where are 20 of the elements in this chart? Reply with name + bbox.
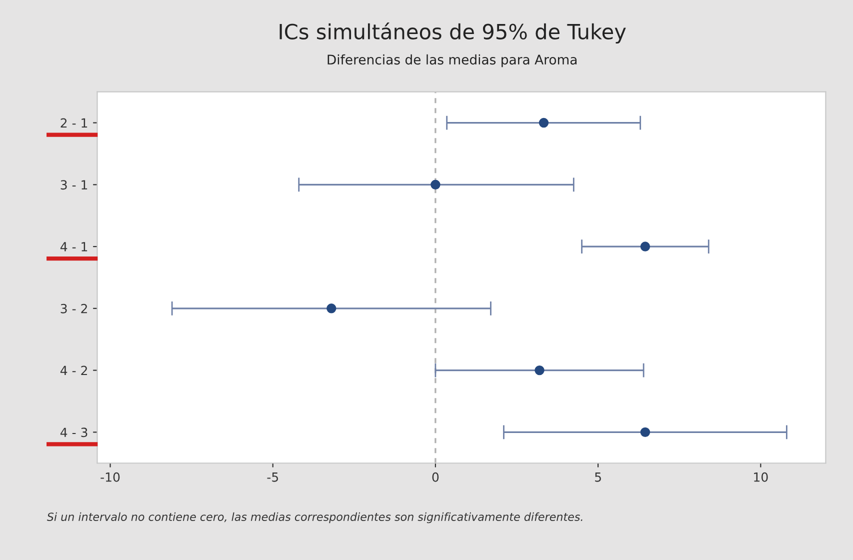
point xyxy=(538,118,549,128)
y-tick-label: 4 - 2 xyxy=(60,366,87,376)
point xyxy=(640,242,650,252)
x-tick-label: -10 xyxy=(100,472,120,482)
point xyxy=(640,427,650,438)
chart-subtitle: Diferencias de las medias para Aroma xyxy=(328,54,577,68)
y-tick-label: 3 - 2 xyxy=(60,304,87,314)
y-tick-label: 2 - 1 xyxy=(60,118,88,128)
y-tick-label: 4 - 3 xyxy=(60,428,88,438)
y-tick-label: 4 - 1 xyxy=(60,242,88,252)
y-tick-label: 3 - 1 xyxy=(60,180,88,190)
chart-title: ICs simultáneos de 95% de Tukey xyxy=(280,22,626,44)
x-tick-label: 5 xyxy=(595,472,601,482)
x-tick-label: -5 xyxy=(267,472,278,482)
point xyxy=(534,365,544,376)
x-tick-label: 0 xyxy=(432,472,439,482)
x-tick-label: 10 xyxy=(754,472,768,482)
point xyxy=(326,304,336,314)
text: Si un intervalo no contiene cero, las medias correspondientes son significativamente diferentes. xyxy=(46,512,582,524)
point xyxy=(430,180,440,190)
